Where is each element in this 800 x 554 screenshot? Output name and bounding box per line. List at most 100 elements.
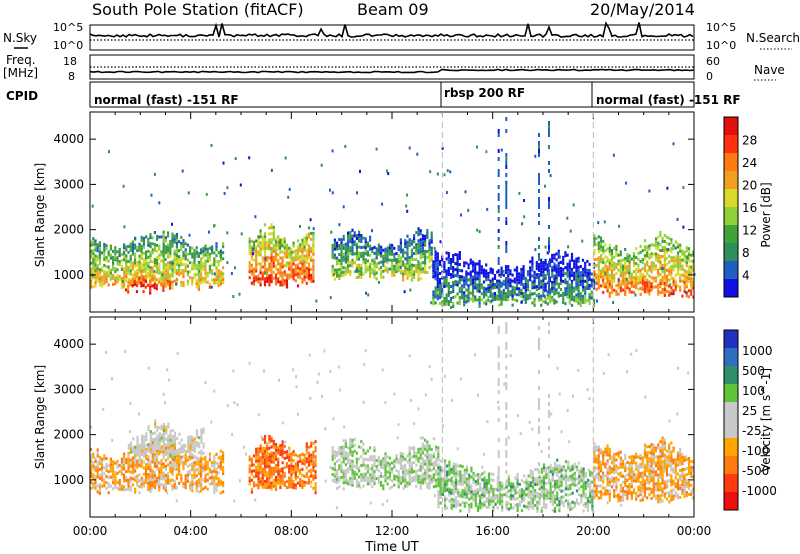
data-cell [465, 273, 468, 277]
data-cell [351, 468, 354, 472]
data-cell [171, 484, 174, 488]
data-cell [581, 297, 585, 301]
data-cell [109, 463, 112, 467]
data-cell [380, 251, 383, 255]
data-cell [178, 249, 181, 253]
data-cell [493, 292, 497, 295]
data-cell [654, 240, 658, 244]
data-cell [358, 263, 361, 267]
data-cell [274, 252, 278, 256]
data-cell [261, 256, 264, 260]
data-cell [544, 267, 547, 271]
data-cell [213, 484, 216, 488]
data-cell [674, 273, 677, 277]
data-cell [116, 250, 119, 254]
data-cell [344, 481, 347, 485]
data-cell [426, 458, 429, 462]
data-cell [299, 483, 302, 487]
data-cell [90, 456, 93, 460]
data-cell [593, 243, 596, 247]
data-cell [131, 477, 134, 481]
data-cell [219, 491, 222, 495]
data-cell [452, 260, 455, 263]
data-cell [186, 252, 189, 256]
data-cell [535, 285, 538, 289]
data-cell [384, 479, 387, 483]
data-cell [153, 277, 156, 281]
data-cell [292, 450, 295, 454]
data-cell [135, 284, 139, 288]
data-cell [197, 457, 200, 461]
data-cell [628, 257, 631, 261]
data-cell [261, 277, 264, 281]
data-cell [274, 279, 278, 283]
data-cell [637, 278, 640, 282]
data-cell [573, 286, 576, 290]
data-cell [553, 277, 556, 281]
data-cell [342, 460, 345, 464]
data-cell [270, 226, 273, 230]
data-cell [333, 477, 336, 481]
data-cell [135, 272, 139, 276]
data-cell [406, 246, 409, 250]
data-cell [674, 279, 677, 283]
data-cell [369, 274, 372, 278]
data-cell [138, 491, 141, 495]
data-cell [338, 446, 341, 450]
data-cell [257, 456, 260, 460]
data-cell [479, 482, 482, 486]
data-cell [507, 289, 510, 293]
data-cell [382, 475, 385, 479]
data-cell [604, 243, 607, 247]
data-cell [217, 251, 220, 255]
data-cell [646, 290, 649, 294]
data-cell [391, 252, 394, 256]
data-cell [279, 256, 282, 260]
data-cell [417, 266, 420, 270]
data-cell [193, 257, 196, 261]
data-cell [294, 270, 297, 274]
data-cell [463, 279, 466, 283]
data-cell [351, 462, 354, 466]
data-cell [92, 461, 95, 465]
data-cell [261, 238, 264, 242]
data-cell [96, 243, 99, 247]
data-cell [143, 453, 146, 457]
data-cell [438, 272, 442, 275]
data-cell [195, 246, 198, 250]
data-cell [402, 278, 405, 282]
data-cell [331, 191, 334, 195]
data-cell [213, 281, 216, 285]
data-cell [285, 279, 289, 283]
data-cell [393, 252, 396, 256]
data-cell [513, 277, 516, 281]
data-cell [551, 298, 554, 302]
data-cell [219, 254, 222, 257]
data-cell [388, 249, 391, 253]
data-cell [366, 250, 369, 254]
data-cell [687, 247, 691, 251]
data-cell [522, 286, 525, 290]
data-cell [202, 252, 205, 256]
data-cell [127, 446, 130, 450]
data-cell [458, 257, 461, 260]
data-cell [305, 451, 308, 455]
data-cell [641, 249, 644, 253]
data-cell [463, 489, 466, 493]
data-cell [193, 248, 196, 252]
data-cell [410, 446, 413, 450]
data-cell [604, 249, 607, 253]
data-cell [193, 251, 196, 255]
data-cell [189, 444, 192, 447]
data-cell [200, 248, 203, 252]
data-cell [540, 258, 543, 262]
data-cell [399, 271, 402, 275]
data-cell [288, 467, 291, 471]
data-cell [632, 276, 636, 279]
data-cell [434, 277, 437, 281]
data-cell [314, 440, 317, 444]
data-cell [96, 279, 99, 283]
data-cell [685, 249, 688, 253]
data-cell [639, 268, 642, 272]
data-cell [96, 460, 99, 464]
